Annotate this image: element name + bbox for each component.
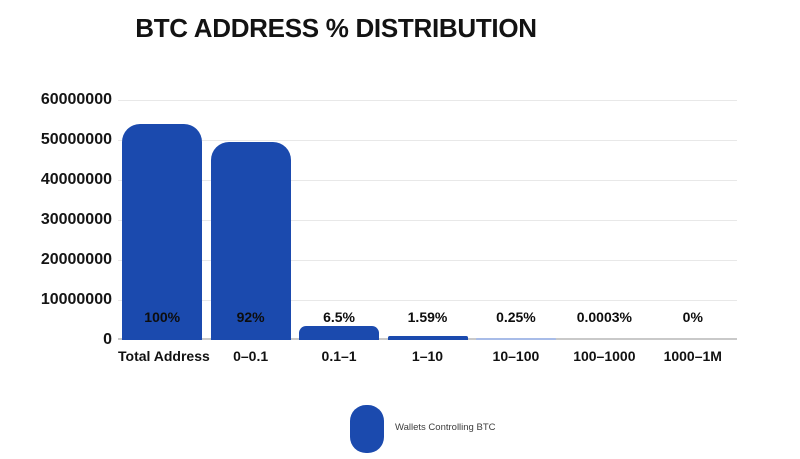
- gridline: [118, 179, 737, 181]
- x-axis-category-label-0-1-1: 0.1–1: [321, 348, 357, 364]
- y-axis-tick-label: 10000000: [40, 291, 112, 308]
- x-axis-category-label-1-10: 1–10: [411, 348, 444, 364]
- bar-total-address: [122, 124, 203, 340]
- bar-value-label-0-1-1: 6.5%: [323, 309, 356, 325]
- bar-value-label-10-100: 0.25%: [496, 309, 536, 325]
- gridline: [118, 139, 737, 141]
- y-axis-tick-label: 60000000: [40, 91, 112, 108]
- y-axis-tick-label: 40000000: [40, 171, 112, 188]
- y-axis-tick-label: 0: [103, 331, 112, 348]
- legend-marker: [350, 405, 384, 453]
- y-axis-tick-label: 50000000: [40, 131, 112, 148]
- y-axis-tick-label: 30000000: [40, 211, 112, 228]
- legend-label: Wallets Controlling BTC: [395, 422, 496, 433]
- bar-value-label-1000-1m: 0%: [682, 309, 703, 325]
- x-axis-category-label-10-100: 10–100: [492, 348, 540, 364]
- plot-area: [118, 99, 737, 340]
- y-axis: 60000000 50000000 40000000 30000000 20000000…: [0, 0, 112, 459]
- bar-value-label-100-1000: 0.0003%: [576, 309, 632, 325]
- bar-value-label-1-10: 1.59%: [407, 309, 448, 325]
- bar-value-label-0-0-1: 92%: [236, 309, 265, 325]
- bar-0-0-1: [210, 142, 291, 340]
- gridline: [118, 219, 737, 221]
- x-axis-category-label-0-0-1: 0–0.1: [233, 348, 269, 364]
- bar-10-100: [475, 338, 556, 340]
- x-axis-category-label-1000-1m: 1000–1M: [663, 348, 722, 364]
- bar-1-10: [387, 336, 468, 340]
- bar-0-1-1: [299, 326, 380, 340]
- gridline: [118, 99, 737, 101]
- chart-title: BTC ADDRESS % DISTRIBUTION: [135, 13, 537, 43]
- x-axis-category-label-100-1000: 100–1000: [573, 348, 636, 364]
- gridline: [118, 299, 737, 301]
- y-axis-tick-label: 20000000: [40, 251, 112, 268]
- bar-value-label-total-address: 100%: [144, 309, 181, 325]
- x-axis-category-label-total-address: Total Address: [118, 348, 210, 364]
- gridline: [118, 259, 737, 261]
